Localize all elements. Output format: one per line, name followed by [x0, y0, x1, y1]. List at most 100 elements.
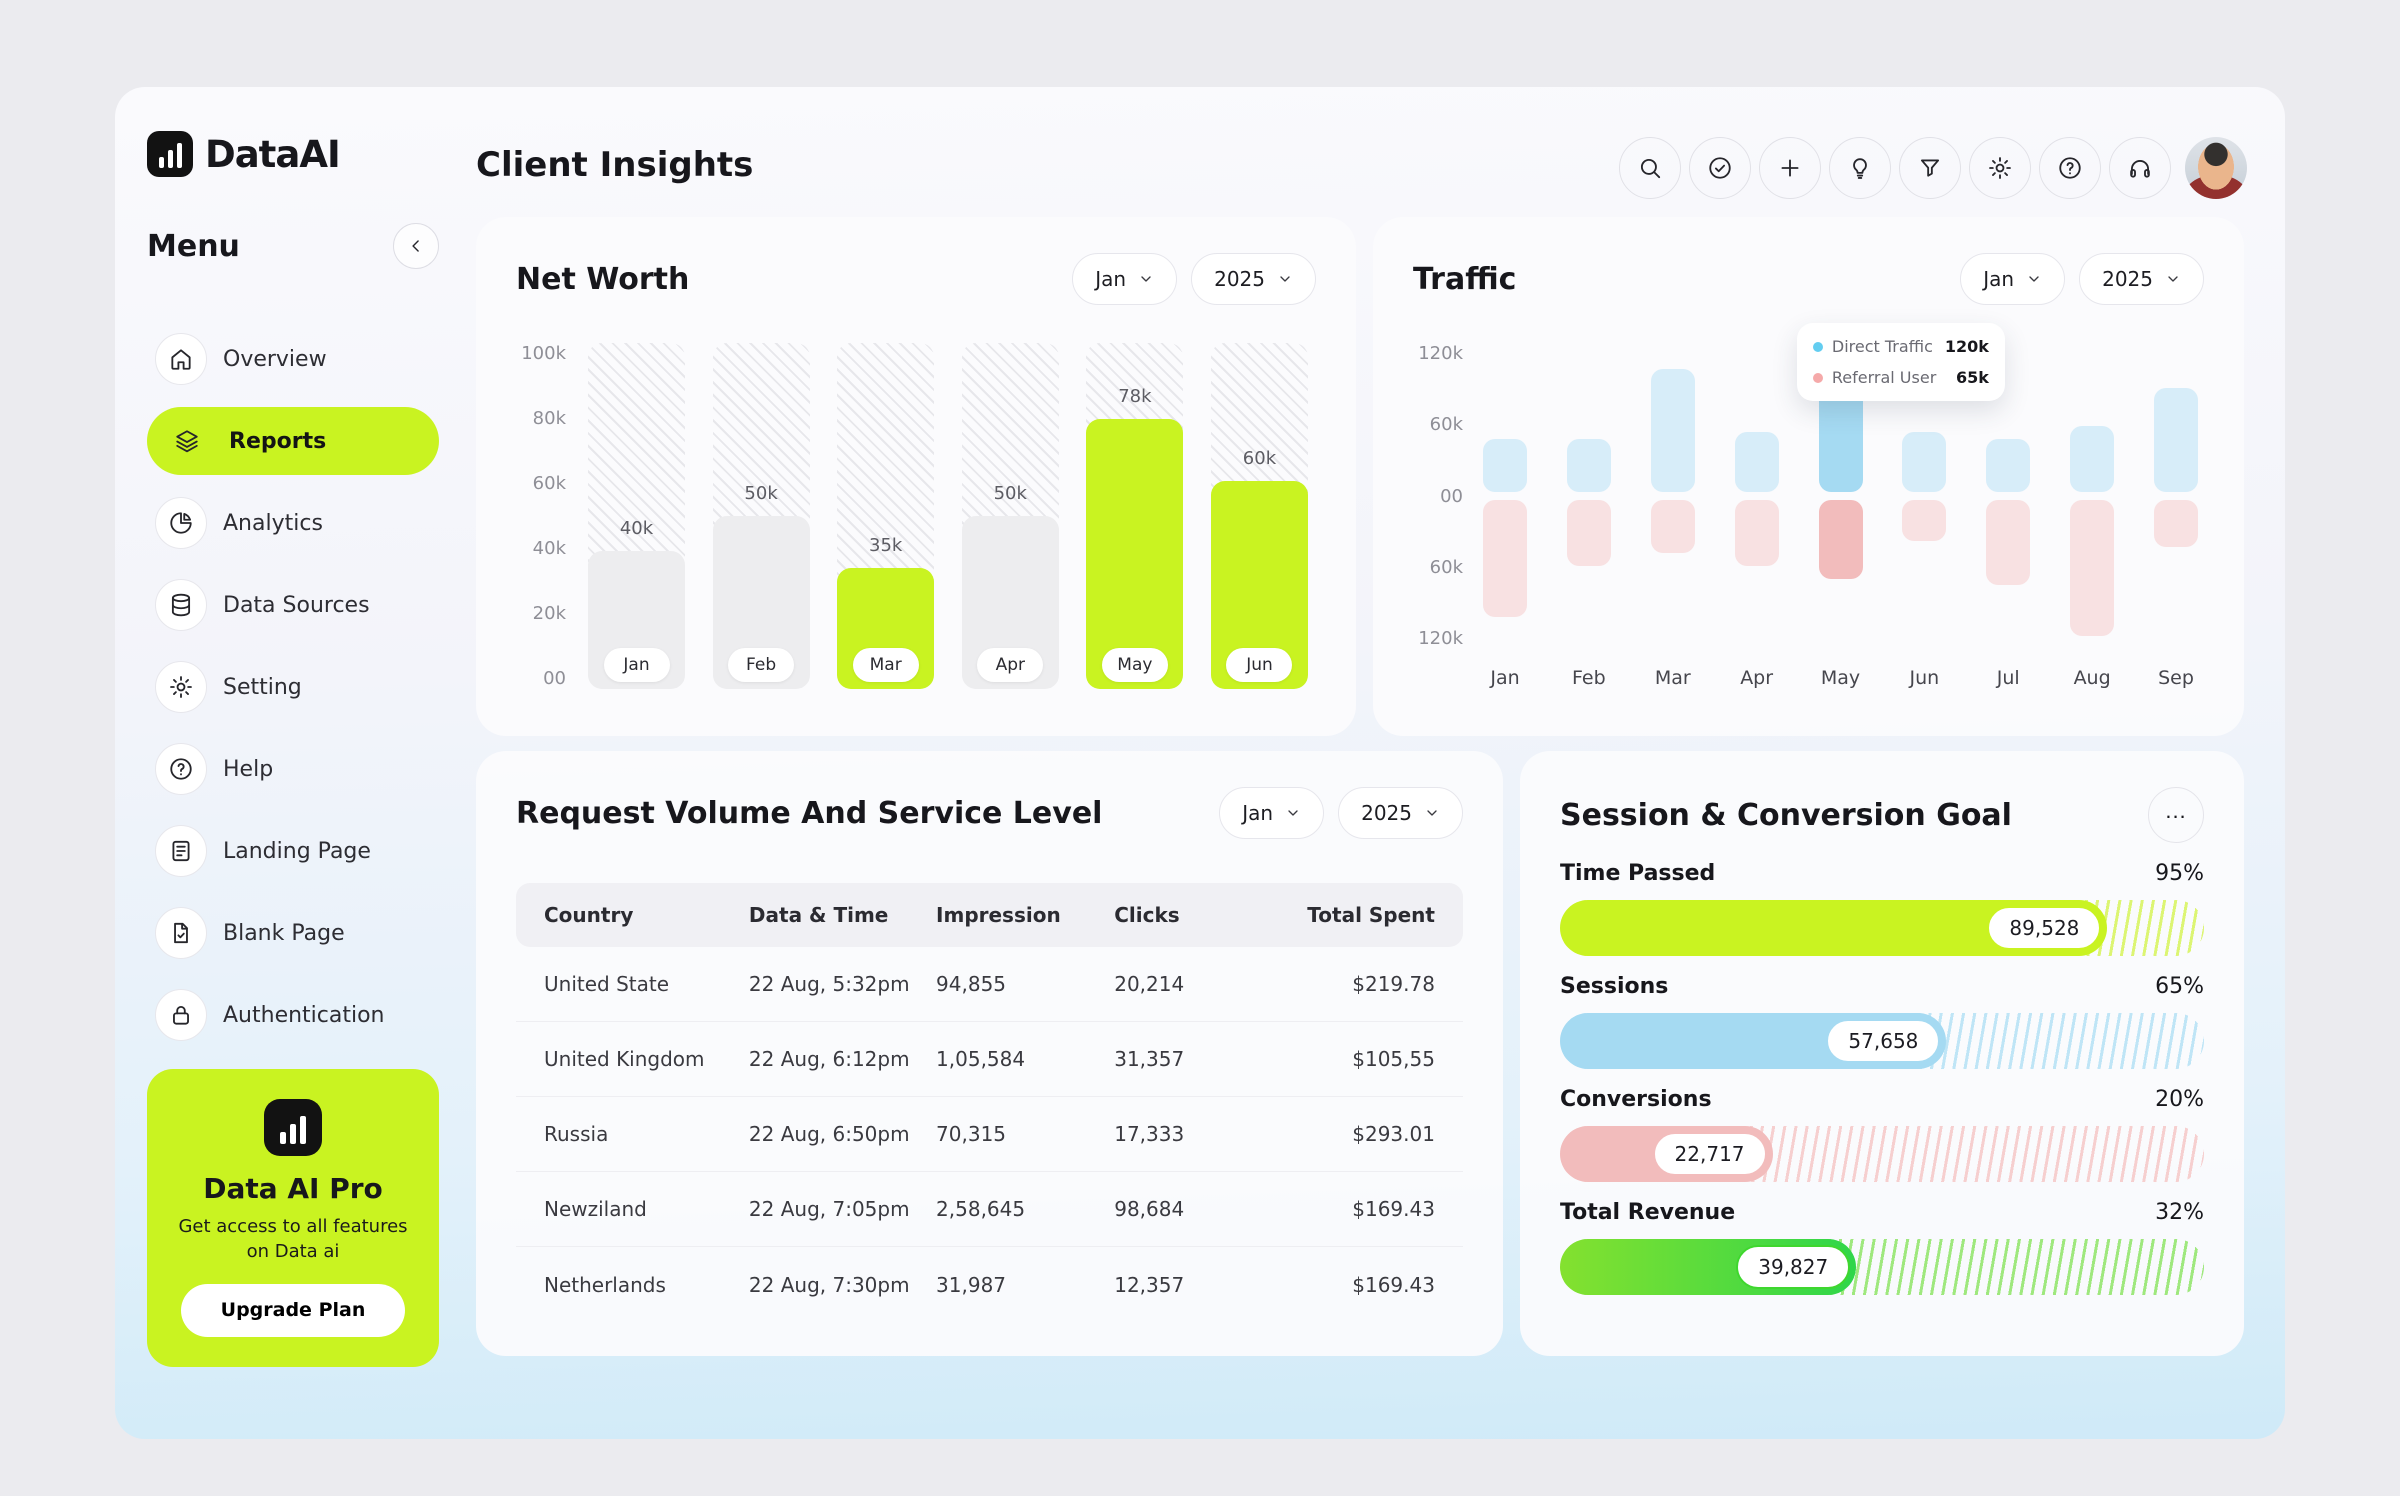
traffic-card: Traffic Jan 2025 120k 60k 00 60k 120k Direct… [1373, 217, 2244, 736]
sidebar-item-label: Setting [223, 674, 302, 700]
help-button[interactable] [2039, 137, 2101, 199]
lightbulb-icon [1853, 158, 1867, 179]
request-volume-card: Request Volume And Service Level Jan 202… [476, 751, 1503, 1356]
upgrade-plan-button[interactable]: Upgrade Plan [181, 1283, 405, 1337]
sidebar-item-reports[interactable]: Reports [147, 407, 439, 475]
direct-traffic-bar[interactable] [1734, 432, 1779, 492]
referral-user-bar[interactable] [1902, 500, 1947, 541]
promo-description: Get access to all features on Data ai [178, 1216, 408, 1262]
table-cell: 22 Aug, 7:30pm [748, 1272, 910, 1297]
direct-traffic-bar[interactable] [2154, 387, 2198, 492]
referral-user-bar[interactable] [1734, 500, 1779, 567]
sidebar-item-overview[interactable]: Overview [147, 325, 439, 393]
check-circle-icon [1709, 157, 1731, 179]
goal-value-pill: 57,658 [1826, 1019, 1941, 1063]
referral-user-bar[interactable] [1818, 500, 1863, 579]
sidebar-item-help[interactable]: Help [147, 735, 439, 803]
year-filter[interactable]: 2025 [1338, 787, 1463, 839]
sidebar-item-data-sources[interactable]: Data Sources [147, 571, 439, 639]
net-worth-bar[interactable]: Apr [961, 516, 1059, 689]
year-filter[interactable]: 2025 [2079, 253, 2204, 305]
avatar[interactable] [2185, 137, 2247, 199]
year-filter[interactable]: 2025 [1191, 253, 1316, 305]
month-filter[interactable]: Jan [1219, 787, 1325, 839]
menu-title: Menu [147, 228, 240, 264]
referral-user-bar[interactable] [1650, 500, 1695, 554]
net-worth-bar[interactable]: Mar [837, 567, 935, 689]
direct-traffic-bar[interactable] [2070, 425, 2115, 492]
traffic-y-axis: 120k 60k 00 60k 120k [1413, 343, 1477, 649]
idea-button[interactable] [1829, 137, 1891, 199]
month-filter[interactable]: Jan [1960, 253, 2066, 305]
table-column-header: Country [544, 903, 634, 927]
table-row[interactable]: United Kingdom 22 Aug, 6:12pm 1,05,584 31,3… [516, 1022, 1463, 1097]
table-cell: Newziland [544, 1197, 647, 1221]
chevron-left-icon [412, 240, 419, 252]
net-worth-bar[interactable]: Jan [588, 550, 685, 689]
y-axis-label: 60k [1429, 556, 1463, 578]
net-worth-filters: Jan 2025 [1072, 253, 1316, 305]
add-button[interactable] [1759, 137, 1821, 199]
net-worth-bar[interactable]: May [1086, 419, 1184, 689]
direct-traffic-bar[interactable] [1566, 438, 1611, 492]
sidebar-item-label: Reports [229, 428, 327, 454]
referral-user-bar[interactable] [1566, 500, 1611, 567]
y-axis-label: 40k [532, 538, 566, 559]
traffic-chart: 120k 60k 00 60k 120k Direct Traffic 120k Ref… [1413, 323, 2204, 649]
sidebar-item-setting[interactable]: Setting [147, 653, 439, 721]
more-options-button[interactable]: ... [2148, 787, 2204, 843]
sidebar-item-analytics[interactable]: Analytics [147, 489, 439, 557]
sidebar-item-label: Analytics [223, 510, 323, 536]
goal-metric: Sessions 65% 57,658 [1560, 974, 2204, 1069]
sidebar-collapse-button[interactable] [393, 223, 439, 269]
chevron-down-icon [1288, 810, 1298, 816]
card-title: Net Worth [516, 261, 690, 297]
referral-user-bar[interactable] [1986, 500, 2031, 586]
search-button[interactable] [1619, 137, 1681, 199]
x-axis-label: May [1820, 667, 1861, 689]
sidebar-nav: Overview Reports Analytics Data Sources … [147, 325, 439, 1049]
sidebar-item-blank-page[interactable]: Blank Page [147, 899, 439, 967]
sidebar: DataAI Menu Overview Reports Analytics [115, 87, 471, 1439]
referral-user-bar[interactable] [2070, 500, 2115, 637]
table-cell: 1,05,584 [936, 1047, 1026, 1071]
table-row[interactable]: Russia 22 Aug, 6:50pm 70,315 17,333 $293.01 [516, 1097, 1463, 1172]
filter-button[interactable] [1899, 137, 1961, 199]
goal-metric: Total Revenue 32% 39,827 [1560, 1200, 2204, 1295]
table-cell: $293.01 [1352, 1122, 1435, 1146]
bar-month-pill: Jun [1226, 648, 1293, 682]
table-row[interactable]: United State 22 Aug, 5:32pm 94,855 20,214 $2… [516, 947, 1463, 1022]
database-icon [155, 579, 207, 631]
direct-traffic-bar[interactable] [1650, 368, 1695, 492]
direct-traffic-bar[interactable] [1902, 432, 1947, 492]
support-button[interactable] [2109, 137, 2171, 199]
referral-user-bar[interactable] [2154, 500, 2198, 547]
sidebar-item-authentication[interactable]: Authentication [147, 981, 439, 1049]
month-filter[interactable]: Jan [1072, 253, 1178, 305]
document-icon [155, 825, 207, 877]
goal-bar-fill[interactable]: 89,528 [1560, 900, 2108, 956]
table-cell: 17,333 [1114, 1122, 1185, 1146]
verify-button[interactable] [1689, 137, 1751, 199]
goal-bar-fill[interactable]: 39,827 [1560, 1239, 1857, 1295]
goal-bar-fill[interactable]: 22,717 [1560, 1126, 1773, 1182]
logo[interactable]: DataAI [147, 131, 471, 177]
referral-user-bar[interactable] [1483, 500, 1527, 618]
settings-button[interactable] [1969, 137, 2031, 199]
table-cell: Russia [544, 1122, 609, 1146]
funnel-icon [1920, 159, 1940, 177]
table-cell: 22 Aug, 6:50pm [748, 1122, 910, 1146]
tooltip-label: Referral User [1831, 368, 1937, 387]
direct-traffic-bar[interactable] [1986, 438, 2031, 492]
table-row[interactable]: Newziland 22 Aug, 7:05pm 2,58,645 98,684 $16… [516, 1172, 1463, 1247]
table-row[interactable]: Netherlands 22 Aug, 7:30pm 31,987 12,357 $16… [516, 1247, 1463, 1322]
goal-bar-track: 22,717 [1560, 1126, 2204, 1182]
direct-traffic-bar[interactable] [1483, 438, 1527, 492]
goal-bar-fill[interactable]: 57,658 [1560, 1013, 1947, 1069]
net-worth-bar[interactable]: Jun [1210, 481, 1308, 689]
goal-bar-track: 57,658 [1560, 1013, 2204, 1069]
net-worth-bar[interactable]: Feb [712, 516, 810, 689]
month-filter-value: Jan [1095, 267, 1127, 291]
goal-metric-percent: 32% [2155, 1200, 2204, 1225]
sidebar-item-landing-page[interactable]: Landing Page [147, 817, 439, 885]
